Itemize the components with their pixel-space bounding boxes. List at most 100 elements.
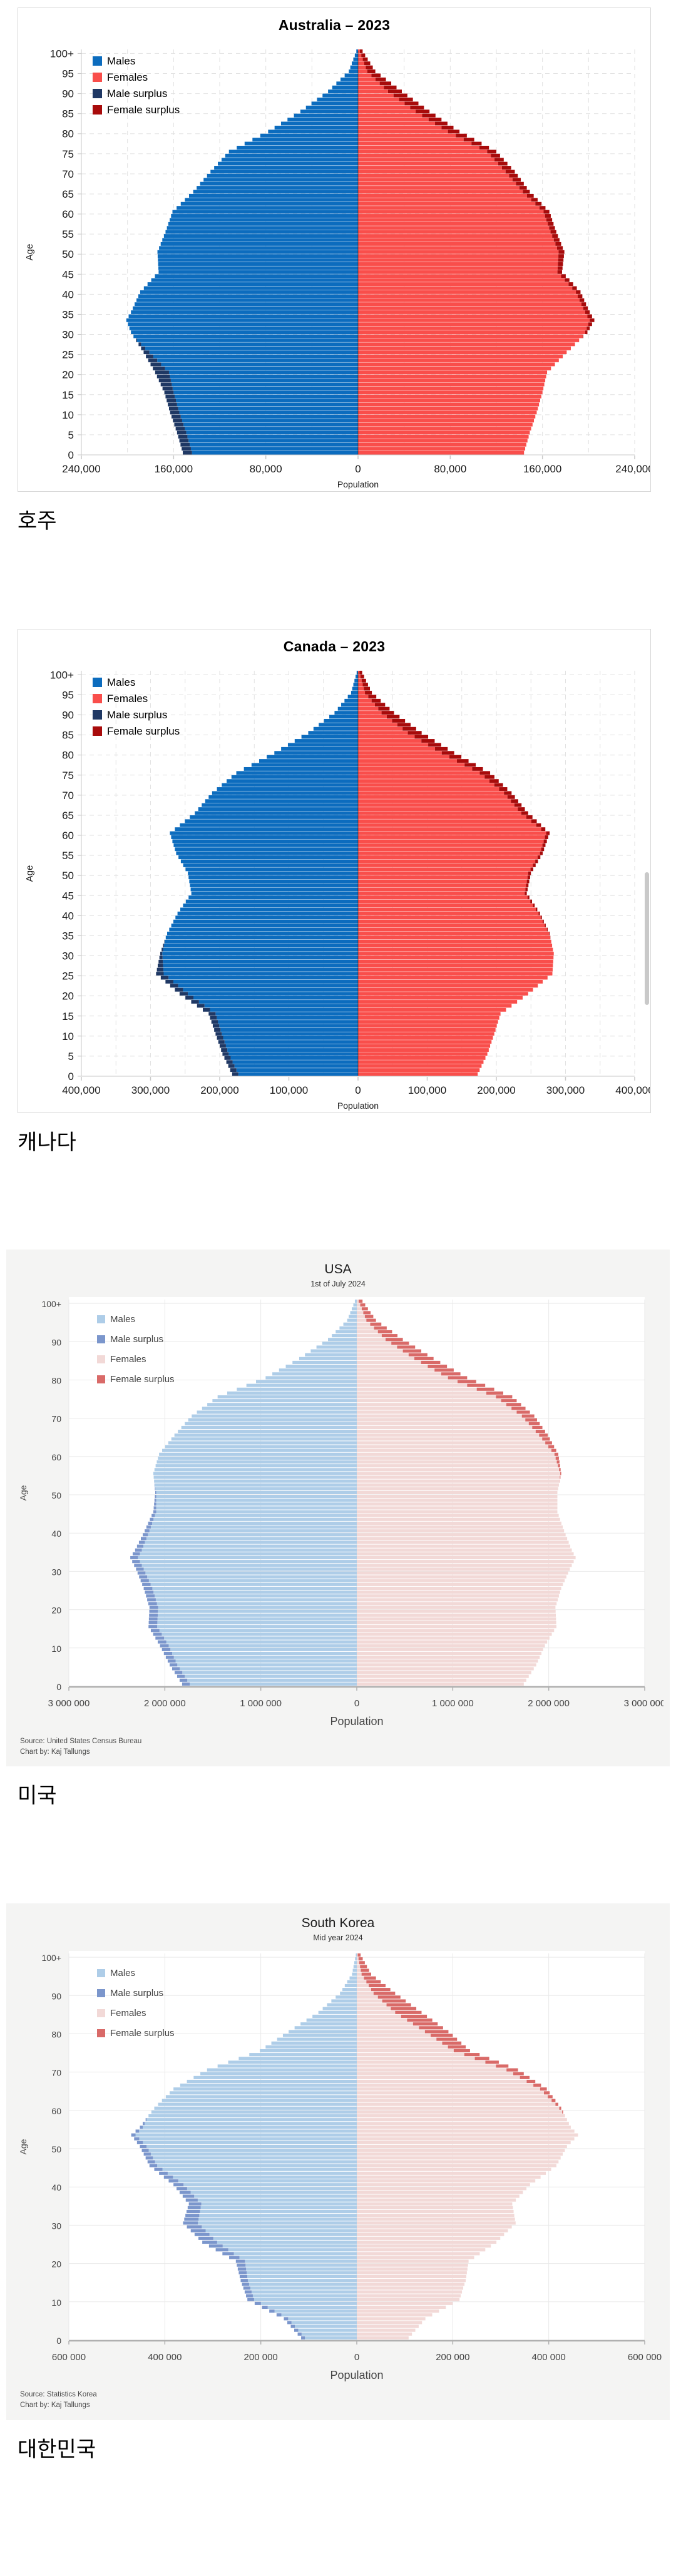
bar-female	[357, 1636, 550, 1640]
bar-female	[358, 706, 379, 711]
bar-male	[155, 1483, 357, 1487]
bar-male	[352, 1968, 357, 1972]
bar-male	[205, 798, 358, 803]
bar-male	[227, 778, 358, 783]
bar-female-surplus	[359, 1300, 363, 1303]
bar-female	[358, 359, 559, 362]
bar-male	[145, 1571, 357, 1575]
bar-male	[247, 2271, 357, 2274]
bar-male-surplus	[145, 2117, 147, 2121]
bar-female-surplus	[449, 755, 462, 759]
bar-male	[183, 987, 358, 992]
bar-male-surplus	[160, 382, 172, 387]
bar-female	[358, 234, 553, 238]
bar-male	[349, 1315, 357, 1318]
bar-male	[160, 242, 358, 246]
bar-female	[358, 730, 408, 735]
bar-female-surplus	[371, 1987, 391, 1991]
bar-male	[248, 2282, 357, 2286]
source-line-1: Source: United States Census Bureau	[20, 1737, 142, 1745]
bar-female	[358, 186, 520, 190]
female-bars	[358, 49, 590, 455]
bar-male-surplus	[208, 2244, 223, 2248]
bar-female	[357, 1437, 543, 1441]
bar-female	[358, 750, 442, 755]
bar-female	[357, 1410, 517, 1414]
bar-female-surplus	[484, 775, 494, 779]
bar-male-surplus	[166, 399, 177, 403]
bar-male-surplus	[179, 439, 189, 443]
bar-male-surplus	[238, 2271, 247, 2274]
bar-female-surplus	[357, 1953, 361, 1957]
bar-male	[172, 210, 358, 214]
legend-label-female-surplus: Female surplus	[110, 2028, 175, 2039]
bar-male-surplus	[185, 995, 194, 1000]
bar-female	[358, 827, 541, 831]
x-tick-label: 0	[355, 1084, 361, 1096]
bar-male	[342, 1987, 357, 1991]
bar-female	[357, 1640, 548, 1644]
x-tick-label: 600 000	[628, 2352, 662, 2363]
scrollbar-thumb[interactable]	[645, 872, 649, 1005]
bar-male	[347, 1980, 357, 1983]
bar-male-surplus	[148, 1617, 158, 1621]
bar-male	[190, 887, 358, 891]
bar-male	[295, 2324, 357, 2328]
bar-male	[329, 715, 358, 718]
bar-female	[357, 1376, 448, 1380]
bar-female	[357, 1656, 540, 1659]
bar-female	[358, 735, 415, 739]
bar-male	[228, 1052, 358, 1056]
bar-female	[357, 1456, 556, 1460]
legend-label-females: Females	[110, 1354, 146, 1365]
bar-female	[357, 1632, 552, 1636]
bar-male	[351, 690, 358, 695]
bar-male-surplus	[185, 2198, 198, 2202]
bar-male-surplus	[143, 350, 150, 355]
bar-female-surplus	[513, 2072, 524, 2075]
bar-female-surplus	[428, 1365, 448, 1368]
y-tick-label: 45	[62, 890, 74, 902]
bar-male	[344, 73, 358, 78]
bar-female	[358, 210, 544, 214]
bar-female-surplus	[579, 298, 585, 302]
legend-swatch-female-surplus	[93, 726, 102, 736]
bar-female	[358, 911, 539, 915]
bar-female	[357, 2267, 468, 2271]
bar-male-surplus	[145, 1591, 154, 1594]
bar-female	[358, 879, 527, 883]
bar-female-surplus	[549, 226, 555, 230]
bar-female	[357, 1483, 559, 1487]
bar-male	[247, 2274, 357, 2278]
y-tick-label: 70	[51, 2067, 61, 2077]
bar-female	[358, 670, 360, 675]
bar-female-surplus	[578, 294, 583, 298]
bar-female	[357, 2010, 396, 2014]
bar-male-surplus	[140, 1579, 149, 1582]
bar-female	[358, 81, 380, 86]
bar-female	[358, 1039, 492, 1044]
bar-male	[265, 1376, 357, 1380]
bar-male-surplus	[172, 1667, 180, 1671]
bar-male	[200, 2072, 357, 2075]
bar-female-surplus	[369, 1983, 386, 1987]
bar-female-surplus	[498, 161, 508, 166]
bar-male	[231, 775, 358, 779]
bar-male	[181, 1425, 357, 1430]
bar-male	[159, 246, 358, 250]
bar-male	[168, 370, 358, 375]
bar-male	[148, 2114, 357, 2117]
bar-female	[358, 975, 548, 980]
bar-male	[165, 939, 358, 944]
bar-female-surplus	[545, 923, 546, 927]
bar-male	[349, 1976, 357, 1980]
bar-female-surplus	[407, 730, 422, 735]
bar-male	[190, 1682, 357, 1686]
bar-male-surplus	[150, 1629, 160, 1632]
south-korea-pyramid-plot: 0 10 20 30 40 50 60 70 80 90 100+ 600 000 400 000 200…	[18, 1950, 662, 2381]
legend-label-female-surplus: Female surplus	[110, 1374, 175, 1385]
bar-male-surplus	[235, 2259, 245, 2263]
bar-female-surplus	[526, 815, 533, 819]
bar-male-surplus	[156, 971, 164, 975]
male-surplus-bars	[131, 2117, 305, 2339]
